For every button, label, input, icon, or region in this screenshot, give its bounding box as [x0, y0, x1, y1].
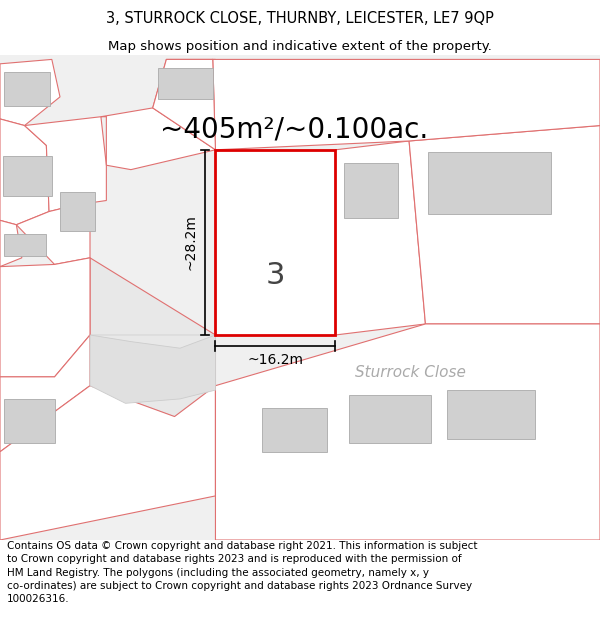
Polygon shape: [428, 152, 551, 214]
Polygon shape: [215, 324, 600, 540]
Polygon shape: [349, 394, 431, 443]
Polygon shape: [4, 399, 55, 443]
Polygon shape: [213, 59, 600, 150]
Polygon shape: [0, 119, 49, 225]
Polygon shape: [3, 156, 52, 196]
Polygon shape: [101, 59, 215, 169]
Polygon shape: [90, 258, 215, 386]
Polygon shape: [0, 55, 60, 143]
Text: Map shows position and indicative extent of the property.: Map shows position and indicative extent…: [108, 39, 492, 52]
Text: ~16.2m: ~16.2m: [247, 353, 304, 367]
Polygon shape: [25, 117, 106, 211]
Polygon shape: [0, 134, 76, 289]
Polygon shape: [344, 163, 398, 218]
Polygon shape: [4, 234, 46, 256]
Polygon shape: [16, 205, 90, 264]
Text: ~405m²/~0.100ac.: ~405m²/~0.100ac.: [160, 116, 428, 144]
Polygon shape: [158, 68, 213, 99]
Polygon shape: [153, 59, 215, 150]
Polygon shape: [153, 59, 215, 150]
Polygon shape: [0, 258, 90, 377]
Polygon shape: [90, 335, 215, 416]
Polygon shape: [262, 408, 327, 452]
Polygon shape: [226, 202, 327, 315]
Polygon shape: [0, 386, 215, 540]
Polygon shape: [4, 72, 50, 106]
Text: Sturrock Close: Sturrock Close: [355, 365, 466, 380]
Text: ~28.2m: ~28.2m: [184, 214, 197, 271]
Text: Contains OS data © Crown copyright and database right 2021. This information is : Contains OS data © Crown copyright and d…: [7, 541, 478, 604]
Text: 3: 3: [266, 261, 285, 290]
Polygon shape: [447, 390, 535, 439]
Polygon shape: [0, 335, 90, 452]
Text: 3, STURROCK CLOSE, THURNBY, LEICESTER, LE7 9QP: 3, STURROCK CLOSE, THURNBY, LEICESTER, L…: [106, 11, 494, 26]
Polygon shape: [90, 335, 215, 403]
Polygon shape: [215, 150, 335, 335]
Polygon shape: [0, 59, 60, 126]
Polygon shape: [33, 143, 131, 289]
Polygon shape: [335, 141, 425, 335]
Polygon shape: [60, 192, 95, 231]
Polygon shape: [409, 126, 600, 324]
Polygon shape: [0, 221, 22, 267]
